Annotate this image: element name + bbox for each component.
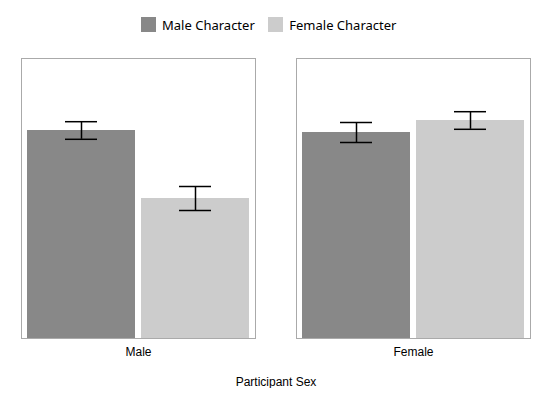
svg-text:Participant Sex: Participant Sex (236, 374, 317, 388)
html-text:Female Character: Female Character (289, 15, 397, 34)
svg-text:Male: Male (125, 345, 151, 359)
html-text:Male Character: Male Character (162, 15, 255, 34)
svg-text:Female: Female (393, 345, 433, 359)
